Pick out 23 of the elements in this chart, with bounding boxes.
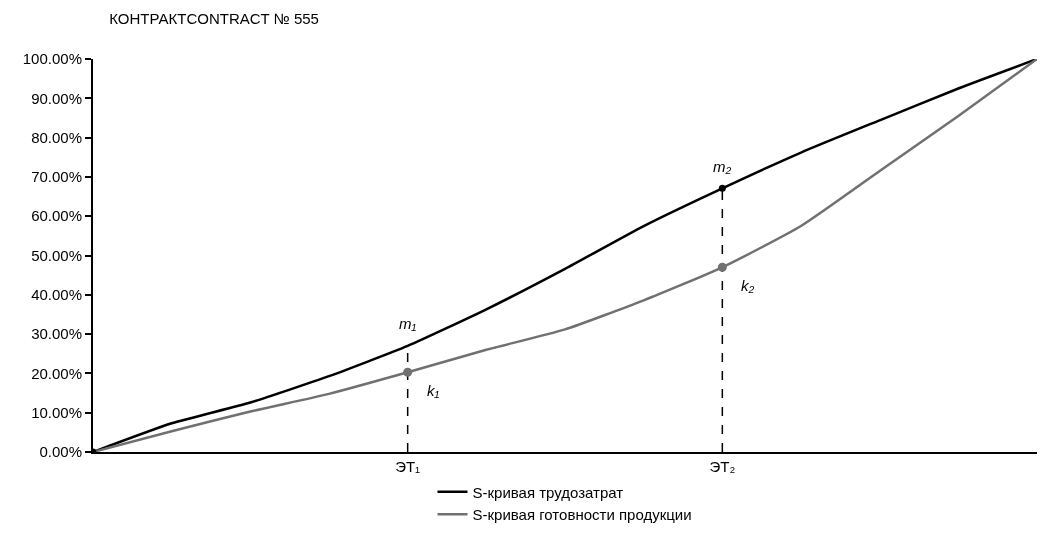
y-tick-label: 20.00% (31, 364, 82, 382)
annotation: k₂ (741, 277, 755, 294)
legend-label: S-кривая готовности продукции (472, 506, 692, 524)
y-tick-label: 70.00% (31, 168, 82, 186)
y-tick-label: 50.00% (31, 246, 82, 264)
x-tick-label: ЭТ₂ (709, 458, 736, 475)
y-tick-label: 30.00% (31, 325, 82, 343)
annotation: k₁ (427, 382, 440, 399)
y-tick-label: 10.00% (31, 403, 82, 421)
y-tick-label: 90.00% (31, 89, 82, 107)
chart-title: КОНТРАКТCONTRACT № 555 (109, 9, 319, 27)
point (403, 367, 413, 377)
annotation: m₂ (713, 158, 732, 175)
y-tick-label: 40.00% (31, 286, 82, 304)
point (717, 262, 727, 272)
y-tick-label: 60.00% (31, 207, 82, 225)
y-tick-label: 80.00% (31, 128, 82, 146)
y-tick-label: 0.00% (39, 443, 82, 461)
annotation: m₁ (399, 315, 417, 332)
y-tick-label: 100.00% (22, 50, 82, 68)
x-tick-label: ЭТ₁ (395, 458, 421, 475)
point (718, 184, 726, 192)
legend-label: S-кривая трудозатрат (472, 483, 624, 501)
